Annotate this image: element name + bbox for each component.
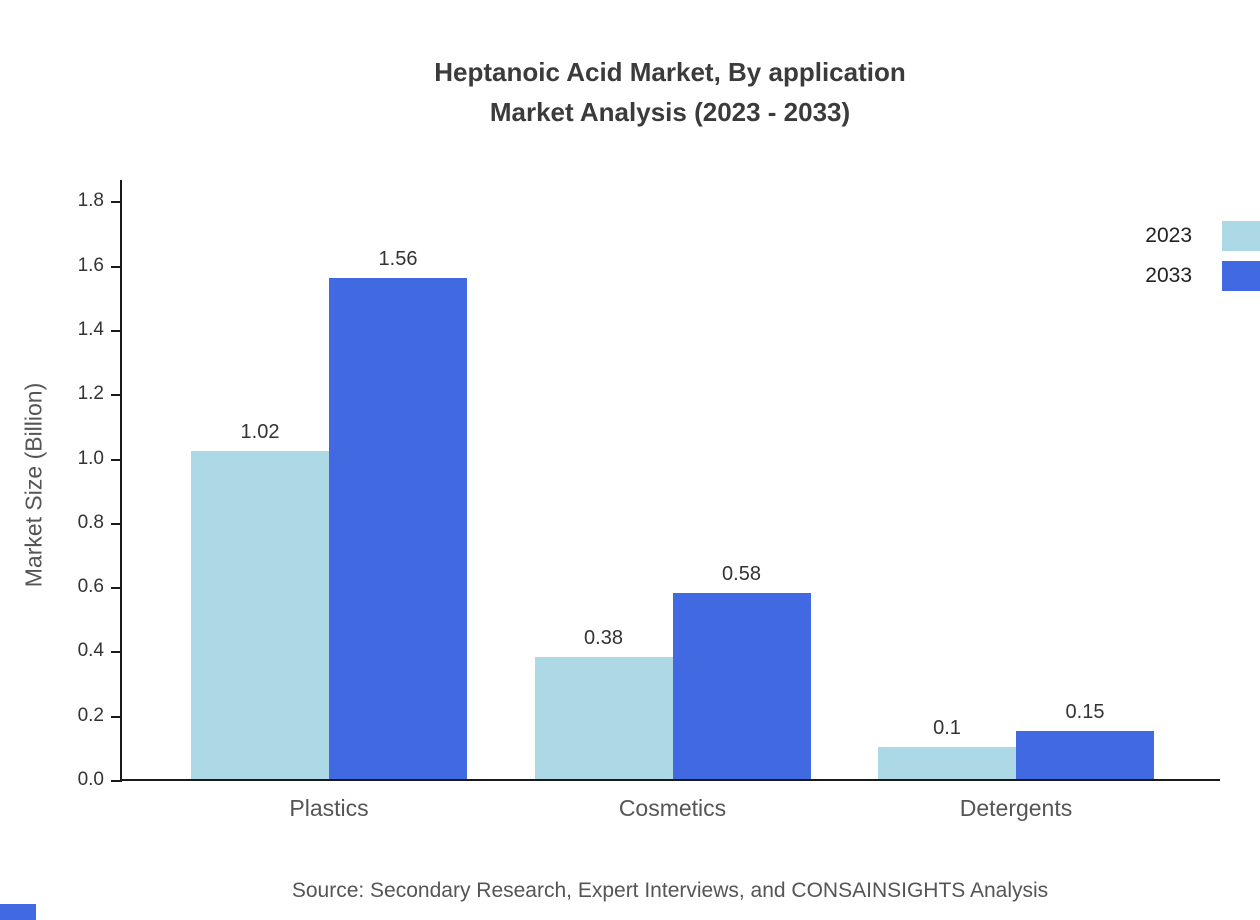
y-axis-label: Market Size (Billion) [20,382,47,588]
bar-2023-plastics [191,451,329,779]
x-category-label: Detergents [959,795,1073,821]
y-tick [111,201,122,204]
y-tick [111,587,122,590]
bar-2023-cosmetics [534,656,673,779]
y-tick [111,780,122,782]
y-tick-label: 1.8 [77,190,104,212]
bar-value-label: 0.38 [584,626,623,649]
chart-title-line1: Heptanoic Acid Market, By application [434,57,906,87]
bar-value-label: 0.58 [722,562,761,585]
bar-value-label: 1.56 [378,247,418,270]
bar-2023-detergents [878,746,1016,779]
bar-value-label: 0.1 [933,716,961,739]
y-tick [111,394,122,397]
y-tick [111,715,122,718]
y-tick-label: 0.4 [77,640,104,662]
y-tick [111,651,122,654]
chart-title-line2: Market Analysis (2023 - 2033) [489,97,851,128]
x-category-label: Plastics [289,795,369,821]
y-tick [111,522,122,525]
x-category-label: Cosmetics [618,795,727,821]
y-tick-label: 0.0 [77,769,104,790]
bar-value-label: 1.02 [240,421,280,444]
y-tick-label: 1.0 [77,447,104,469]
chart-title: Heptanoic Acid Market, By application Ma… [120,52,1220,133]
legend-swatch-2033 [1222,261,1260,291]
y-tick [111,265,122,268]
y-tick-label: 0.8 [77,511,104,533]
bar-value-label: 0.15 [1065,700,1105,723]
plot-area: 0.0 0.2 0.4 0.6 0.8 1.0 1.2 1.4 1.6 1.8 Plastics 1.… [78,180,1220,821]
y-tick-label: 0.2 [77,704,104,726]
bar-2033-plastics [329,277,467,779]
y-tick-label: 1.6 [77,254,104,276]
legend-label-2033: 2033 [1145,264,1192,287]
source-note: Source: Secondary Research, Expert Inter… [291,879,1049,902]
y-tick-label: 0.6 [77,576,104,598]
legend: 2023 2033 [1145,216,1260,296]
legend-label-2023: 2023 [1145,224,1192,247]
bar-2033-cosmetics [672,592,811,779]
bar-2033-detergents [1016,730,1154,779]
y-tick-label: 1.2 [77,383,104,405]
y-tick-label: 1.4 [77,319,104,341]
legend-item-2033: 2033 [1145,256,1260,296]
y-tick [111,458,122,461]
legend-item-2023: 2023 [1145,216,1260,256]
y-tick [111,330,122,333]
legend-swatch-2023 [1222,221,1260,251]
corner-accent [0,904,36,920]
